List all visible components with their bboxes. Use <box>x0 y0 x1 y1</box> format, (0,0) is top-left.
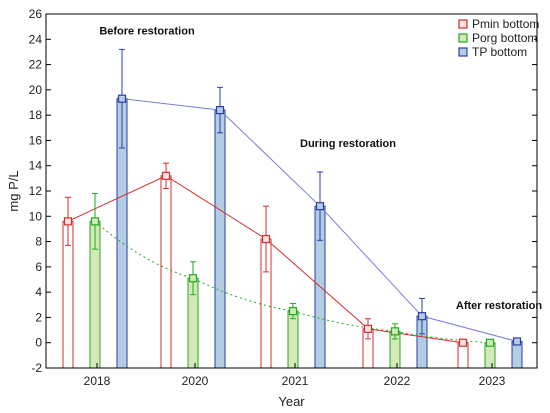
marker-porg-bottom <box>485 338 495 347</box>
y-tick-label: 12 <box>29 184 43 198</box>
marker-porg-bottom <box>288 307 298 316</box>
y-tick-label: 26 <box>29 7 43 21</box>
y-tick-label: 22 <box>29 58 43 72</box>
bar-porg-bottom <box>287 310 299 369</box>
annotation-label: Before restoration <box>99 25 195 37</box>
legend-label: Porg bottom <box>472 31 537 45</box>
marker-porg-bottom <box>390 327 400 336</box>
marker-porg-bottom <box>90 217 100 226</box>
y-tick-label: -2 <box>31 361 42 375</box>
legend-swatch <box>458 19 468 29</box>
marker-tp-bottom <box>512 337 522 346</box>
bars-layer <box>62 98 523 369</box>
y-tick-label: 10 <box>29 209 43 223</box>
y-tick-label: 14 <box>29 159 43 173</box>
marker-tp-bottom <box>315 202 325 211</box>
annotation-label: During restoration <box>300 138 396 150</box>
x-tick-label: 2022 <box>384 374 411 388</box>
y-tick-label: 4 <box>35 285 42 299</box>
marker-pmin-bottom <box>63 217 73 226</box>
y-axis-label: mg P/L <box>6 170 21 211</box>
y-tick-label: 24 <box>29 32 43 46</box>
annotations: Before restoration During restoration Afte… <box>99 25 542 311</box>
x-axis: 2018 2020 2021 2022 2023 <box>84 363 506 388</box>
y-tick-label: 0 <box>35 336 42 350</box>
y-tick-label: 20 <box>29 83 43 97</box>
y-tick-label: 2 <box>35 310 42 324</box>
x-tick-label: 2020 <box>182 374 209 388</box>
legend-swatch <box>458 47 468 57</box>
marker-pmin-bottom <box>161 171 171 180</box>
x-tick-label: 2021 <box>282 374 309 388</box>
marker-pmin-bottom <box>363 324 373 333</box>
legend-label: TP bottom <box>472 45 527 59</box>
y-tick-label: 16 <box>29 133 43 147</box>
marker-porg-bottom <box>188 274 198 283</box>
marker-pmin-bottom <box>261 234 271 244</box>
marker-pmin-bottom <box>458 338 468 347</box>
x-tick-label: 2023 <box>479 374 506 388</box>
bar-tp-bottom <box>214 109 226 369</box>
trend-line-porg-bottom <box>94 220 491 344</box>
marker-tp-bottom <box>117 94 127 103</box>
marker-tp-bottom <box>215 105 225 115</box>
legend-label: Pmin bottom <box>472 17 539 31</box>
x-axis-label: Year <box>278 394 305 409</box>
annotation-label: After restoration <box>456 300 542 312</box>
legend-swatch <box>458 33 468 43</box>
bar-pmin-bottom <box>160 175 172 369</box>
marker-tp-bottom <box>417 312 427 321</box>
y-tick-label: 18 <box>29 108 43 122</box>
x-tick-label: 2018 <box>84 374 111 388</box>
markers-layer <box>63 94 522 347</box>
y-tick-label: 6 <box>35 260 42 274</box>
y-tick-label: 8 <box>35 235 42 249</box>
